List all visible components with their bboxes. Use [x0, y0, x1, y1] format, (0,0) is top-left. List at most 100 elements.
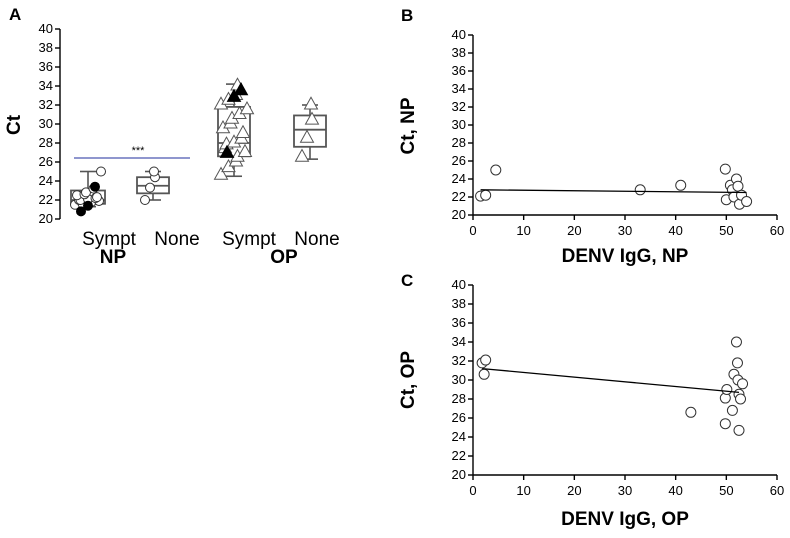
data-point-open: [303, 96, 319, 110]
y-tick-label-a: 22: [39, 192, 53, 207]
data-point-open: [235, 124, 251, 138]
data-point-filled: [219, 144, 235, 158]
scatter-point-c: [478, 368, 490, 380]
x-tick-label-b: 40: [668, 223, 682, 238]
panel-label-a: A: [9, 5, 21, 24]
category-label: None: [294, 229, 339, 250]
y-tick-label-b: 28: [452, 135, 466, 150]
data-point-open: [96, 166, 106, 177]
data-point-open: [237, 143, 253, 157]
data-point-filled: [90, 181, 100, 192]
y-tick-label-c: 28: [452, 391, 466, 406]
y-tick-label-b: 20: [452, 207, 466, 222]
regression-line-c: [482, 367, 740, 393]
data-point-filled: [233, 81, 249, 96]
y-tick-label-a: 34: [39, 78, 53, 93]
data-point-open: [145, 182, 155, 193]
scatter-point-c: [730, 336, 742, 348]
y-axis-label-a: Ct: [4, 114, 25, 135]
data-point-filled: [76, 206, 86, 217]
y-tick-label-b: 36: [452, 63, 466, 78]
scatter-point-c: [733, 424, 745, 436]
x-tick-label-c: 10: [516, 483, 530, 498]
category-label: Sympt: [222, 229, 277, 250]
scatter-point-c: [719, 418, 731, 430]
x-tick-label-c: 30: [618, 483, 632, 498]
scatter-point-b: [732, 180, 744, 192]
y-tick-label-b: 26: [452, 153, 466, 168]
data-point-open: [213, 166, 229, 180]
y-tick-label-a: 38: [39, 40, 53, 55]
y-axis-label-b: Ct, NP: [398, 97, 419, 154]
y-tick-label-c: 32: [452, 353, 466, 368]
category-label: None: [154, 229, 199, 250]
scatter-point-b: [490, 164, 502, 176]
data-point-open: [299, 129, 315, 143]
x-tick-label-b: 50: [719, 223, 733, 238]
x-tick-label-c: 60: [770, 483, 784, 498]
x-tick-label-c: 20: [567, 483, 581, 498]
regression-line-b: [480, 189, 747, 194]
scatter-point-c: [685, 406, 697, 418]
data-point-open: [294, 148, 310, 162]
x-tick-label-b: 20: [567, 223, 581, 238]
scatter-point-c: [735, 393, 747, 405]
data-point-filled: [83, 200, 93, 211]
scatter-point-b: [741, 196, 753, 207]
scatter-point-c: [731, 357, 743, 369]
scatter-point-b: [634, 184, 646, 196]
y-tick-label-a: 36: [39, 59, 53, 74]
scatter-point-c: [737, 378, 749, 390]
panel-label-c: C: [401, 271, 413, 290]
y-tick-label-c: 40: [452, 277, 466, 292]
y-tick-label-c: 26: [452, 410, 466, 425]
x-tick-label-b: 30: [618, 223, 632, 238]
y-tick-label-a: 28: [39, 135, 53, 150]
data-point-filled: [226, 88, 242, 102]
category-label: Sympt: [82, 229, 137, 250]
y-tick-label-a: 30: [39, 116, 53, 131]
scatter-point-c: [721, 384, 733, 395]
y-tick-label-b: 32: [452, 99, 466, 114]
y-tick-label-b: 38: [452, 45, 466, 60]
y-tick-label-a: 26: [39, 154, 53, 169]
scatter-point-c: [480, 354, 492, 366]
scatter-point-b: [480, 189, 492, 201]
significance-label: ***: [132, 145, 146, 157]
y-tick-label-c: 38: [452, 296, 466, 311]
scatter-point-c: [726, 404, 738, 416]
panel-label-b: B: [401, 6, 413, 25]
y-tick-label-b: 34: [452, 81, 466, 96]
data-point-open: [140, 195, 150, 205]
x-axis-label-b: DENV IgG, NP: [562, 246, 689, 267]
data-point-open: [92, 192, 102, 203]
scatter-point-b: [719, 163, 731, 175]
y-tick-label-b: 40: [452, 27, 466, 42]
y-tick-label-b: 22: [452, 189, 466, 204]
y-tick-label-b: 30: [452, 117, 466, 132]
y-tick-label-a: 24: [39, 173, 53, 188]
y-tick-label-c: 24: [452, 429, 466, 444]
x-tick-label-b: 0: [469, 223, 476, 238]
y-axis-label-c: Ct, OP: [398, 351, 419, 409]
x-tick-label-c: 0: [469, 483, 476, 498]
x-axis-label-c: DENV IgG, OP: [561, 509, 689, 530]
y-tick-label-a: 40: [39, 21, 53, 36]
y-tick-label-c: 36: [452, 315, 466, 330]
x-tick-label-b: 60: [770, 223, 784, 238]
group-label-np: NP: [100, 247, 127, 268]
x-tick-label-c: 40: [668, 483, 682, 498]
data-point-open: [304, 111, 320, 125]
scatter-point-b: [675, 179, 687, 191]
y-tick-label-a: 20: [39, 211, 53, 226]
y-tick-label-c: 30: [452, 372, 466, 387]
group-label-op: OP: [270, 247, 298, 268]
x-tick-label-b: 10: [516, 223, 530, 238]
data-point-open: [149, 166, 159, 177]
y-tick-label-a: 32: [39, 97, 53, 112]
y-tick-label-c: 20: [452, 467, 466, 482]
y-tick-label-c: 22: [452, 448, 466, 463]
x-tick-label-c: 50: [719, 483, 733, 498]
y-tick-label-c: 34: [452, 334, 466, 349]
